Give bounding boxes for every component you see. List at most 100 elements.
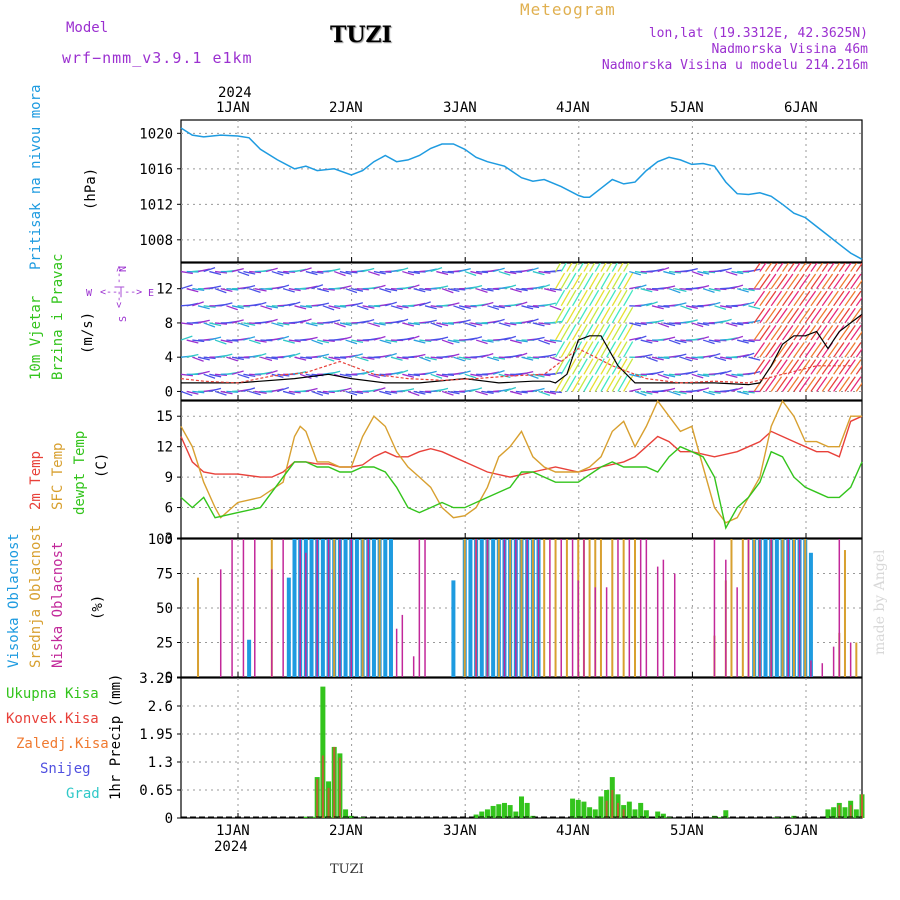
wind-barb [838, 359, 851, 375]
wind-barb [339, 336, 352, 341]
cloud-low-bar [418, 539, 421, 677]
wind-barb [373, 284, 386, 290]
wind-barb [833, 263, 841, 272]
wind-barb [600, 263, 607, 272]
cloud-high-bar [354, 539, 359, 677]
wind-barb [827, 376, 839, 392]
wind-barb [594, 341, 605, 358]
wind-barb [764, 290, 777, 307]
wind-barb [611, 307, 622, 324]
wind-barb [685, 305, 698, 309]
temp-dewpt-line [180, 445, 863, 530]
wind-barb [725, 322, 738, 327]
wind-barb [243, 373, 256, 378]
wind-barb [231, 268, 244, 273]
wind-barb [816, 359, 828, 375]
wind-barb [322, 288, 335, 291]
wind-barb [334, 322, 346, 328]
wind-barb [816, 290, 828, 307]
wind-barb [668, 339, 681, 345]
y-tick-label: 100 [148, 532, 173, 548]
wind-barb [634, 335, 647, 341]
wind-barb [334, 270, 346, 277]
wind-barb [657, 305, 670, 308]
wind-barb [282, 339, 295, 344]
wind-barb [583, 358, 594, 375]
precip-total-bar [831, 807, 837, 818]
wind-barb [186, 288, 199, 293]
wind-barb [793, 273, 805, 290]
wind-barb [379, 339, 392, 344]
model-altitude-text: Nadmorska Visina u modelu 214.216m [601, 58, 868, 73]
wind-barb [606, 289, 617, 307]
wind-barb [776, 359, 788, 375]
wind-barb [458, 370, 471, 375]
wind-barb [373, 270, 386, 275]
top-year-label: 2024 [218, 85, 252, 101]
cloud-low-bar [254, 539, 256, 677]
wind-barb [396, 305, 409, 309]
precip-conv-bar [616, 802, 619, 818]
wind-barb [702, 339, 715, 345]
wind-barb [674, 339, 687, 344]
wind-barb [288, 301, 301, 307]
wind-barb [493, 356, 506, 360]
wind-barb [351, 390, 364, 395]
wind-barb [436, 336, 449, 341]
wind-barb [725, 270, 738, 276]
cloud-low-bar [798, 539, 801, 677]
wind-barb [663, 387, 676, 393]
wind-barb [209, 285, 222, 290]
wind-barb [804, 324, 817, 341]
precip-legend-hail: Grad [66, 786, 100, 802]
wind-barb [351, 339, 364, 343]
precip-conv-bar [622, 809, 625, 818]
wind-barb [226, 305, 238, 311]
wind-barb [776, 290, 788, 307]
cloud-high-bar [320, 539, 325, 677]
wind-barb [402, 388, 415, 393]
wind-barb [492, 318, 505, 324]
wind-barb [827, 307, 839, 324]
wind-barb [691, 270, 704, 277]
wind-barb [294, 356, 307, 361]
wind-barb [470, 284, 483, 290]
wind-barb [623, 341, 634, 358]
wind-barb [804, 263, 813, 272]
wind-barb [764, 307, 777, 324]
wind-barb [702, 288, 715, 294]
cloud-low-bar [350, 539, 352, 677]
wind-barb [339, 270, 352, 275]
wind-barb [827, 359, 839, 375]
wind-barb [799, 324, 811, 341]
cloud-low-bar [486, 539, 489, 677]
wind-barb [209, 322, 222, 327]
model-label: Model [66, 20, 109, 36]
wind-barb [827, 273, 839, 290]
wind-barb [770, 376, 783, 392]
wind-barb [203, 305, 216, 308]
wind-barb [583, 307, 594, 324]
wind-barb [311, 390, 324, 396]
top-day-1: 1JAN [216, 100, 250, 116]
wind-barb [487, 305, 500, 310]
precip-total-bar [513, 811, 519, 818]
wind-barb [470, 373, 483, 378]
cloud-low-bar [412, 656, 415, 677]
cloud-low-bar [231, 539, 233, 677]
wind-barb [850, 290, 862, 307]
wind-barb [697, 336, 710, 341]
wind-barb [583, 289, 594, 307]
cloud-mid-bar [804, 539, 807, 677]
wind-barb [436, 322, 449, 327]
cloud-mid-bar [855, 642, 858, 677]
wind-barb [209, 387, 222, 393]
wind-barb [481, 339, 494, 343]
wind-barb [617, 358, 628, 375]
wind-barb [753, 263, 761, 272]
wind-barb [782, 263, 790, 272]
wind-barb [685, 268, 698, 273]
precip-total-bar [581, 801, 587, 818]
wind-barb [362, 267, 375, 273]
wind-barb [782, 273, 794, 290]
